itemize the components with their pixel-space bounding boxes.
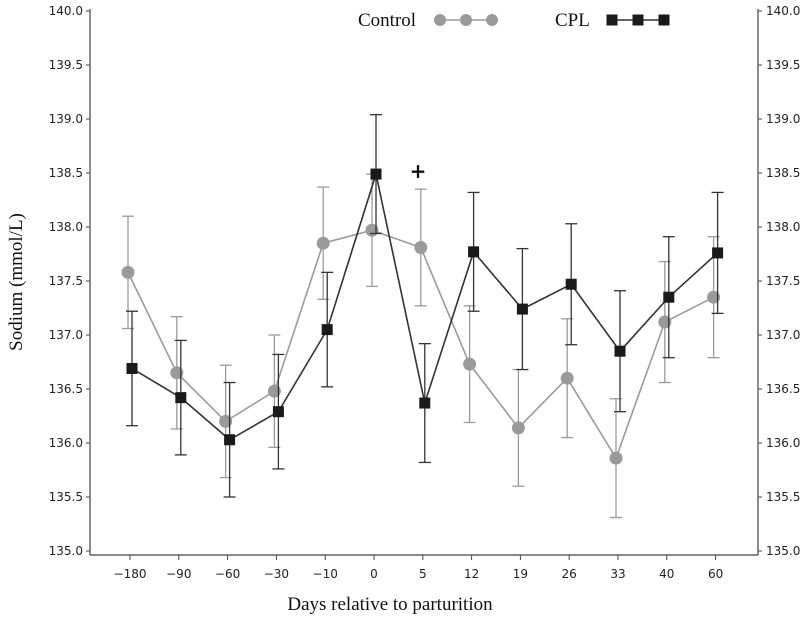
x-tick-label: 33 (610, 567, 625, 581)
y-tick-label-right: 139.5 (766, 58, 800, 72)
x-tick-label: −180 (114, 567, 147, 581)
significance-marker: + (410, 159, 427, 183)
x-tick-label: −30 (264, 567, 289, 581)
x-tick-label: 40 (659, 567, 674, 581)
point-cpl (712, 247, 724, 259)
legend-label-cpl: CPL (555, 10, 590, 31)
x-tick-label: 5 (419, 567, 427, 581)
point-control (463, 357, 477, 371)
point-control (609, 451, 623, 465)
y-tick-label-right: 137.5 (766, 274, 800, 288)
x-tick-label: 60 (708, 567, 723, 581)
x-tick-label: 0 (370, 567, 378, 581)
y-tick-label-right: 140.0 (766, 4, 800, 18)
point-control (121, 265, 135, 279)
point-control (658, 315, 672, 329)
point-cpl (663, 291, 675, 303)
point-cpl (272, 406, 284, 418)
point-cpl (516, 303, 528, 315)
x-tick-label: 26 (562, 567, 577, 581)
y-tick-label-right: 136.5 (766, 382, 800, 396)
y-tick-label-left: 135.0 (49, 544, 83, 558)
legend-marker-control (486, 14, 498, 26)
point-control (267, 384, 281, 398)
point-control (560, 371, 574, 385)
x-tick-label: 12 (464, 567, 479, 581)
y-tick-label-right: 138.5 (766, 166, 800, 180)
point-control (414, 241, 428, 255)
y-tick-label-left: 137.0 (49, 328, 83, 342)
point-cpl (468, 246, 480, 258)
point-control (707, 290, 721, 304)
y-tick-label-left: 137.5 (49, 274, 83, 288)
y-tick-label-left: 136.0 (49, 436, 83, 450)
y-tick-label-left: 140.0 (49, 4, 83, 18)
y-tick-label-left: 138.5 (49, 166, 83, 180)
point-control (170, 366, 184, 380)
point-cpl (224, 434, 236, 446)
y-tick-label-left: 135.5 (49, 490, 83, 504)
legend-marker-cpl (632, 14, 644, 26)
y-tick-label-right: 137.0 (766, 328, 800, 342)
series-cpl (126, 114, 724, 498)
point-cpl (419, 397, 431, 409)
axis-ticks: 135.0 135.0 135.5 135.5 136.0 136.0 136.5 136.5… (49, 4, 801, 581)
point-cpl (321, 324, 333, 336)
legend-label-control: Control (358, 10, 416, 31)
point-cpl (565, 278, 577, 290)
point-cpl (126, 362, 138, 374)
point-cpl (614, 345, 626, 357)
legend-marker-control (460, 14, 472, 26)
y-tick-label-left: 139.5 (49, 58, 83, 72)
series-control (121, 173, 721, 519)
legend-marker-cpl (606, 14, 618, 26)
point-control (511, 421, 525, 435)
x-tick-label: −90 (166, 567, 191, 581)
y-axis-title: Sodium (mmol/L) (6, 213, 27, 351)
x-tick-label: −60 (215, 567, 240, 581)
y-tick-label-right: 136.0 (766, 436, 800, 450)
y-tick-label-left: 139.0 (49, 112, 83, 126)
x-tick-label: 19 (513, 567, 528, 581)
point-cpl (175, 392, 187, 404)
y-tick-label-right: 135.5 (766, 490, 800, 504)
legend-marker-cpl (658, 14, 670, 26)
y-tick-label-left: 136.5 (49, 382, 83, 396)
point-cpl (370, 168, 382, 180)
y-tick-label-right: 139.0 (766, 112, 800, 126)
axes-frame (89, 9, 759, 556)
x-axis-title: Days relative to parturition (287, 594, 493, 615)
x-tick-label: −10 (313, 567, 338, 581)
chart-series (121, 114, 724, 519)
y-tick-label-right: 138.0 (766, 220, 800, 234)
legend-marker-control (434, 14, 446, 26)
y-tick-label-left: 138.0 (49, 220, 83, 234)
point-control (316, 236, 330, 250)
y-tick-label-right: 135.0 (766, 544, 800, 558)
point-control (219, 414, 233, 428)
legend: Control CPL (358, 10, 670, 31)
